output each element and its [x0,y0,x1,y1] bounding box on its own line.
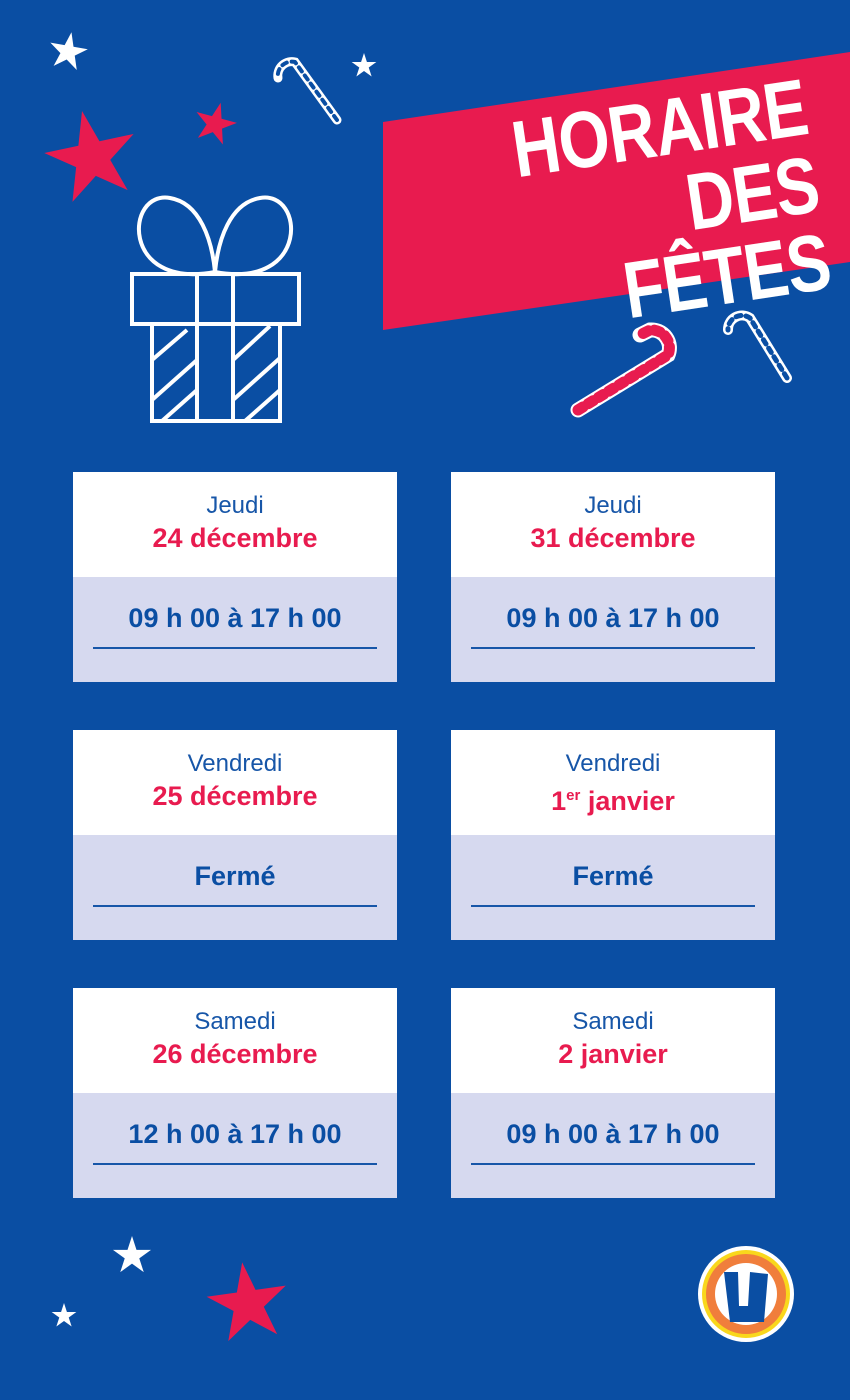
candy-cane-icon [273,57,342,125]
date-label: 1er janvier [451,778,775,819]
date-label: 31 décembre [530,523,696,553]
hours-label: Fermé [194,861,276,891]
divider [471,1163,755,1165]
star-icon [202,1256,293,1344]
date-number: 1 [551,786,567,816]
date-label: 26 décembre [152,1039,318,1069]
day-label: Samedi [194,1008,276,1035]
divider [93,647,377,649]
date-month: janvier [580,786,675,816]
date-label: 2 janvier [558,1039,668,1069]
date-label: 24 décembre [152,523,318,553]
hours-label: 09 h 00 à 17 h 00 [506,603,720,633]
divider [93,905,377,907]
day-label: Vendredi [565,750,661,777]
candy-cane-icon [570,322,677,418]
candy-cane-icon [275,59,339,122]
day-label: Vendredi [187,750,283,777]
hours-label: 09 h 00 à 17 h 00 [128,603,342,633]
schedule-card: Samedi 2 janvier 09 h 00 à 17 h 00 [451,988,775,1198]
title-banner [383,52,850,330]
schedule-card: Vendredi 1er janvier Fermé [451,730,775,940]
star-icon [351,53,377,77]
divider [93,1163,377,1165]
date-ordinal: er [566,787,581,804]
day-label: Samedi [572,1008,654,1035]
candy-cane-icon [723,310,792,383]
gift-icon [130,195,301,423]
brand-logo [698,1246,794,1342]
schedule-card: Vendredi 25 décembre Fermé [73,730,397,940]
star-icon [51,1303,77,1327]
divider [471,647,755,649]
star-icon [46,29,91,72]
hours-label: 09 h 00 à 17 h 00 [506,1119,720,1149]
date-label: 25 décembre [152,781,318,811]
divider [471,905,755,907]
day-label: Jeudi [584,492,642,519]
star-icon [112,1236,152,1273]
star-icon [37,101,145,206]
schedule-card: Jeudi 24 décembre 09 h 00 à 17 h 00 [73,472,397,682]
schedule-card: Jeudi 31 décembre 09 h 00 à 17 h 00 [451,472,775,682]
day-label: Jeudi [206,492,264,519]
hours-label: 12 h 00 à 17 h 00 [128,1119,342,1149]
hours-label: Fermé [572,861,654,891]
star-icon [190,97,241,147]
schedule-card: Samedi 26 décembre 12 h 00 à 17 h 00 [73,988,397,1198]
